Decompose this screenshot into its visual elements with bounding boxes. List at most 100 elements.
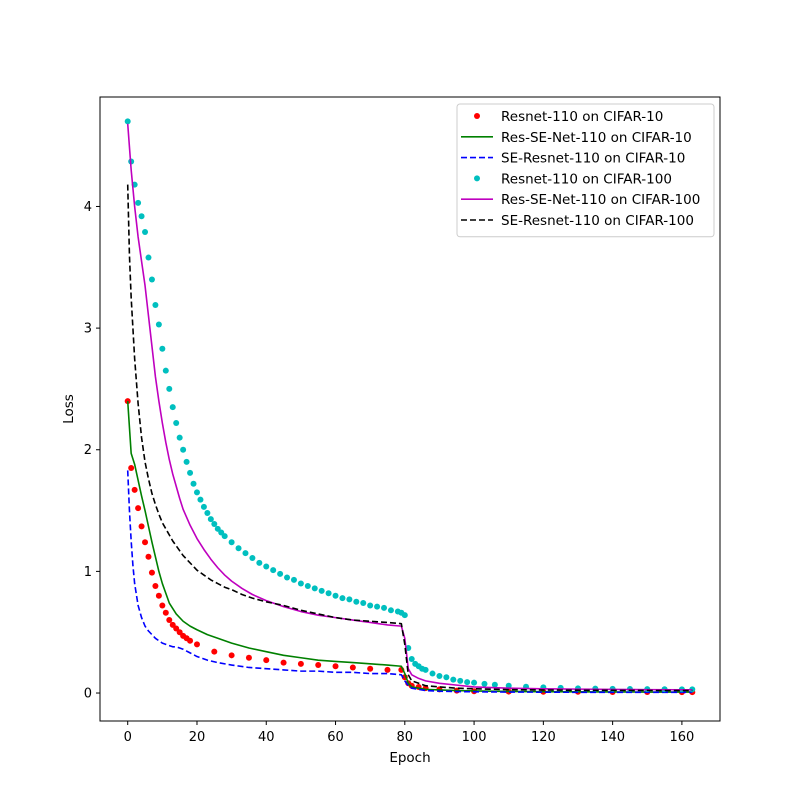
series-res-se-net-110-on-cifar-10 — [126, 401, 693, 693]
data-point — [332, 592, 339, 599]
legend-label: SE-Resnet-110 on CIFAR-10 — [501, 151, 685, 167]
legend-label: Res-SE-Net-110 on CIFAR-100 — [501, 192, 700, 208]
x-tick-label: 60 — [327, 730, 344, 745]
legend-label: SE-Resnet-110 on CIFAR-100 — [501, 213, 694, 229]
y-tick-label: 2 — [84, 443, 92, 458]
x-tick-label: 140 — [600, 730, 625, 745]
data-point — [505, 682, 512, 689]
data-point — [270, 567, 277, 574]
data-point — [443, 674, 450, 681]
data-point — [280, 659, 287, 666]
data-point — [408, 655, 415, 662]
legend-marker — [474, 175, 480, 182]
legend-label: Res-SE-Net-110 on CIFAR-10 — [501, 130, 692, 146]
data-point — [311, 585, 318, 592]
data-point — [325, 590, 332, 597]
data-point — [374, 603, 381, 610]
data-point — [162, 609, 169, 616]
series-res-se-net-110-on-cifar-100 — [126, 123, 693, 691]
legend-label: Resnet-110 on CIFAR-100 — [501, 171, 672, 187]
x-tick-label: 100 — [462, 730, 487, 745]
data-point — [457, 677, 464, 684]
x-tick-label: 120 — [531, 730, 556, 745]
data-point — [176, 434, 183, 441]
data-point — [353, 598, 360, 605]
data-point — [228, 539, 235, 546]
data-point — [138, 213, 145, 220]
data-point — [152, 302, 159, 308]
data-point — [245, 654, 252, 661]
data-point — [131, 486, 138, 493]
data-point — [429, 670, 436, 677]
data-point — [349, 664, 356, 671]
data-point — [155, 321, 162, 328]
legend-item: Resnet-110 on CIFAR-10 — [474, 109, 663, 125]
data-point — [471, 679, 478, 686]
x-tick-label: 20 — [189, 730, 206, 745]
data-point — [180, 446, 187, 453]
legend-label: Resnet-110 on CIFAR-10 — [501, 109, 663, 125]
x-tick-label: 40 — [258, 730, 275, 745]
data-point — [200, 503, 207, 510]
plot-area — [124, 118, 696, 696]
series-se-resnet-110-on-cifar-10 — [126, 470, 693, 694]
data-point — [211, 648, 218, 655]
y-axis-label: Loss — [61, 394, 77, 424]
series-line — [126, 470, 693, 694]
legend-box — [456, 103, 715, 238]
data-point — [384, 666, 391, 673]
x-tick-label: 0 — [124, 730, 132, 745]
data-point — [367, 602, 374, 609]
y-tick-label: 4 — [84, 200, 92, 215]
data-point — [263, 563, 270, 570]
data-point — [381, 604, 388, 611]
data-point — [297, 660, 304, 667]
data-point — [242, 550, 249, 557]
data-point — [187, 637, 194, 644]
data-point — [207, 516, 214, 523]
data-point — [464, 679, 471, 686]
data-point — [138, 523, 145, 530]
data-point — [166, 385, 173, 392]
legend-marker — [474, 113, 480, 119]
data-point — [148, 569, 155, 576]
data-point — [128, 464, 135, 471]
data-point — [228, 652, 235, 659]
data-point — [491, 681, 498, 688]
data-point — [211, 520, 218, 527]
x-tick-label: 80 — [397, 730, 414, 745]
data-point — [332, 663, 339, 670]
series-line — [126, 123, 693, 691]
series-line — [126, 401, 693, 693]
data-point — [436, 672, 443, 679]
data-point — [162, 367, 169, 374]
data-point — [235, 545, 242, 552]
data-point — [689, 686, 696, 693]
data-point — [263, 657, 270, 664]
data-point — [304, 582, 311, 589]
data-point — [135, 505, 142, 512]
data-point — [221, 533, 228, 540]
series-line — [126, 184, 693, 692]
data-point — [173, 419, 180, 426]
data-point — [387, 607, 394, 614]
data-point — [450, 676, 457, 683]
legend: Resnet-110 on CIFAR-10 Res-SE-Net-110 on … — [456, 103, 715, 238]
data-point — [124, 118, 131, 125]
data-point — [159, 345, 166, 352]
data-point — [145, 254, 152, 261]
data-point — [152, 582, 159, 589]
data-point — [142, 539, 149, 546]
data-point — [197, 496, 204, 503]
data-point — [249, 555, 256, 562]
data-point — [204, 510, 211, 516]
legend-item: SE-Resnet-110 on CIFAR-10 — [461, 151, 685, 167]
legend-item: SE-Resnet-110 on CIFAR-100 — [461, 213, 694, 229]
tick-marks: 0 20 40 60 80 100 120 140 160 0 1 2 3 4 — [84, 200, 695, 745]
data-point — [169, 404, 176, 411]
data-point — [297, 580, 304, 587]
legend-item: Resnet-110 on CIFAR-100 — [474, 171, 672, 187]
axes-frame — [99, 96, 721, 722]
data-point — [318, 587, 325, 594]
